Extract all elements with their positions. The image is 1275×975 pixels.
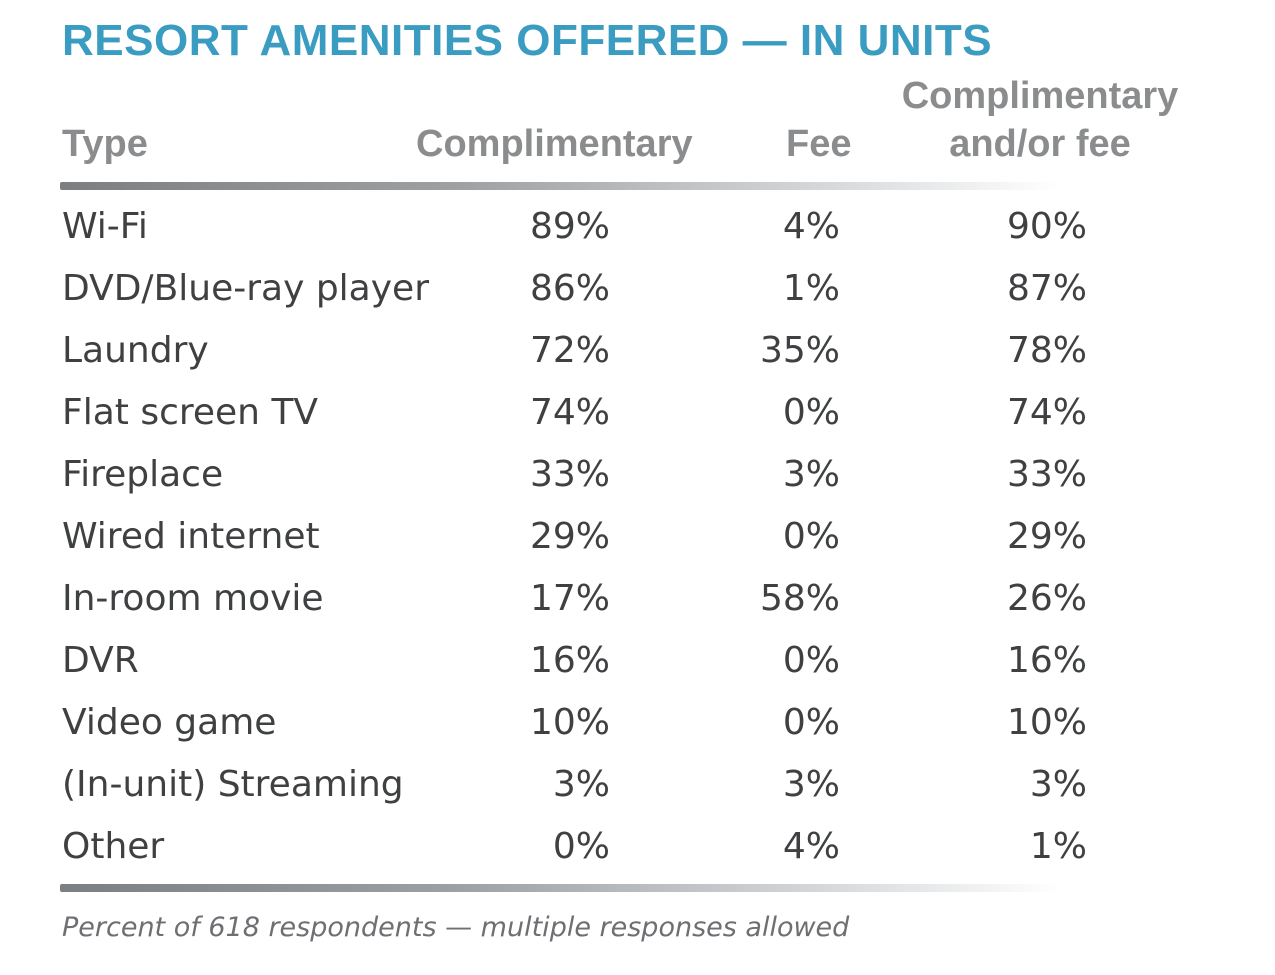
cell-complimentary: 17% bbox=[529, 578, 610, 619]
cell-type: In-room movie bbox=[62, 578, 324, 619]
cell-complimentary: 3% bbox=[552, 764, 610, 805]
column-header-fee: Fee bbox=[786, 123, 852, 165]
cell-complimentary-and-or-fee: 26% bbox=[1006, 578, 1087, 619]
cell-complimentary: 89% bbox=[529, 206, 610, 247]
table-row: Flat screen TV 74% 0% 74% bbox=[0, 382, 1275, 444]
table-row: Other 0% 4% 1% bbox=[0, 816, 1275, 878]
column-header-both-line1: Complimentary bbox=[901, 75, 1179, 117]
table-row: Laundry 72% 35% 78% bbox=[0, 320, 1275, 382]
cell-complimentary-and-or-fee: 78% bbox=[1006, 330, 1087, 371]
cell-complimentary-and-or-fee: 3% bbox=[1029, 764, 1087, 805]
cell-fee: 58% bbox=[759, 578, 840, 619]
footnote: Percent of 618 respondents — multiple re… bbox=[62, 912, 850, 943]
cell-fee: 3% bbox=[782, 454, 840, 495]
cell-fee: 0% bbox=[782, 640, 840, 681]
cell-complimentary: 72% bbox=[529, 330, 610, 371]
footer-divider bbox=[60, 884, 1060, 892]
table-row: Wired internet 29% 0% 29% bbox=[0, 506, 1275, 568]
column-header-complimentary-and-or-fee: Complimentary and/or fee bbox=[890, 72, 1190, 168]
cell-fee: 0% bbox=[782, 702, 840, 743]
cell-complimentary-and-or-fee: 1% bbox=[1029, 826, 1087, 867]
table-row: Video game 10% 0% 10% bbox=[0, 692, 1275, 754]
table-row: In-room movie 17% 58% 26% bbox=[0, 568, 1275, 630]
table-row: DVD/Blue-ray player 86% 1% 87% bbox=[0, 258, 1275, 320]
cell-complimentary-and-or-fee: 87% bbox=[1006, 268, 1087, 309]
cell-type: Wi-Fi bbox=[62, 206, 148, 247]
table-row: DVR 16% 0% 16% bbox=[0, 630, 1275, 692]
cell-fee: 35% bbox=[759, 330, 840, 371]
table-row: (In-unit) Streaming 3% 3% 3% bbox=[0, 754, 1275, 816]
cell-type: Flat screen TV bbox=[62, 392, 319, 433]
header-divider bbox=[60, 182, 1060, 190]
cell-fee: 3% bbox=[782, 764, 840, 805]
column-header-both-line2: and/or fee bbox=[949, 123, 1131, 165]
cell-fee: 0% bbox=[782, 516, 840, 557]
cell-complimentary-and-or-fee: 16% bbox=[1006, 640, 1087, 681]
cell-complimentary-and-or-fee: 33% bbox=[1006, 454, 1087, 495]
cell-type: (In-unit) Streaming bbox=[62, 764, 404, 805]
cell-complimentary: 86% bbox=[529, 268, 610, 309]
cell-complimentary-and-or-fee: 74% bbox=[1006, 392, 1087, 433]
cell-fee: 4% bbox=[782, 206, 840, 247]
cell-type: Other bbox=[62, 826, 165, 867]
cell-type: Wired internet bbox=[62, 516, 320, 557]
cell-type: Fireplace bbox=[62, 454, 224, 495]
cell-complimentary: 10% bbox=[529, 702, 610, 743]
cell-complimentary-and-or-fee: 29% bbox=[1006, 516, 1087, 557]
cell-fee: 4% bbox=[782, 826, 840, 867]
cell-complimentary: 33% bbox=[529, 454, 610, 495]
cell-type: Laundry bbox=[62, 330, 209, 371]
table-row: Fireplace 33% 3% 33% bbox=[0, 444, 1275, 506]
cell-complimentary: 74% bbox=[529, 392, 610, 433]
cell-complimentary: 0% bbox=[552, 826, 610, 867]
cell-fee: 0% bbox=[782, 392, 840, 433]
cell-fee: 1% bbox=[782, 268, 840, 309]
cell-type: Video game bbox=[62, 702, 277, 743]
chart-title: RESORT AMENITIES OFFERED — IN UNITS bbox=[62, 16, 993, 65]
cell-complimentary-and-or-fee: 10% bbox=[1006, 702, 1087, 743]
cell-complimentary-and-or-fee: 90% bbox=[1006, 206, 1087, 247]
cell-complimentary: 16% bbox=[529, 640, 610, 681]
cell-type: DVR bbox=[62, 640, 139, 681]
cell-complimentary: 29% bbox=[529, 516, 610, 557]
table-row: Wi-Fi 89% 4% 90% bbox=[0, 196, 1275, 258]
column-header-complimentary: Complimentary bbox=[416, 123, 693, 165]
cell-type: DVD/Blue-ray player bbox=[62, 268, 429, 309]
column-header-type: Type bbox=[62, 123, 148, 165]
